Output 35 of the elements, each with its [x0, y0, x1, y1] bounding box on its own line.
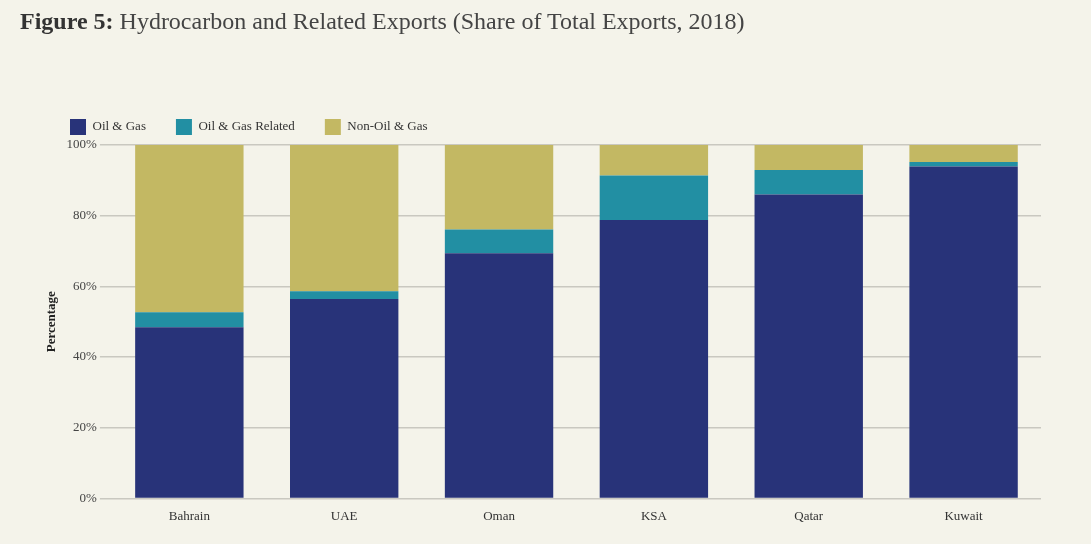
x-tick-label: Oman — [483, 507, 516, 523]
x-tick-label: UAE — [330, 507, 358, 523]
bar — [909, 145, 1018, 162]
bar — [754, 170, 863, 195]
x-tick-label: Bahrain — [168, 507, 211, 523]
bar — [909, 161, 1018, 167]
bar — [290, 145, 399, 292]
chart-title: Figure 5: Hydrocarbon and Related Exports (Share of Total Exports, 2018) — [20, 8, 745, 35]
legend-label: Oil & Gas — [92, 118, 146, 134]
bar — [444, 145, 554, 230]
bar — [135, 312, 244, 328]
y-axis-title: Percentage — [43, 290, 59, 353]
y-tick-label: 100% — [66, 136, 98, 152]
bar — [754, 145, 863, 171]
bar — [290, 299, 399, 498]
y-tick-label: 80% — [73, 207, 98, 223]
bar — [290, 291, 399, 300]
bar — [754, 194, 863, 498]
y-tick-label: 60% — [73, 277, 98, 293]
x-tick-label: KSA — [640, 507, 668, 523]
bar — [909, 166, 1018, 498]
y-tick-label: 40% — [73, 348, 98, 364]
bar — [599, 219, 709, 498]
legend-label: Non-Oil & Gas — [347, 118, 428, 134]
x-tick-label: Kuwait — [944, 507, 984, 523]
bar — [444, 253, 554, 498]
bar — [599, 175, 709, 220]
bar — [135, 327, 244, 498]
bar — [135, 145, 244, 313]
y-tick-label: 20% — [73, 419, 98, 435]
bar — [599, 145, 709, 176]
y-tick-label: 0% — [79, 489, 98, 505]
x-tick-label: Qatar — [794, 507, 824, 523]
legend-label: Oil & Gas Related — [198, 118, 296, 134]
bar — [444, 229, 554, 254]
